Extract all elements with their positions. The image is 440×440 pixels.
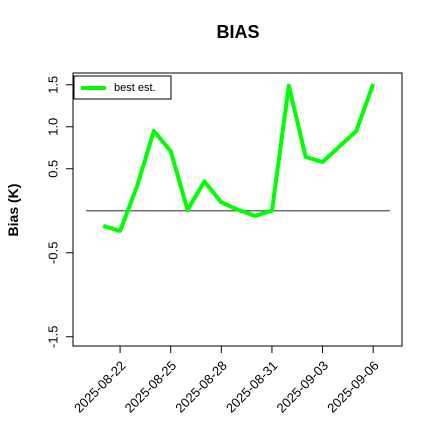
x-tick-label: 2025-08-25 [122,358,180,416]
data-line [102,83,376,233]
y-tick-label: 1.0 [45,118,60,136]
y-axis-label: Bias (K) [5,184,21,237]
y-tick-label: 1.5 [45,76,60,94]
x-tick-label: 2025-08-22 [71,358,129,416]
x-tick-label: 2025-09-06 [324,358,382,416]
y-tick-label: -0.5 [45,242,60,264]
x-tick-label: 2025-08-31 [223,358,281,416]
x-tick-label: 2025-09-03 [273,358,331,416]
chart-title: BIAS [216,22,259,42]
y-tick-label: 0.5 [45,160,60,178]
x-tick-label: 2025-08-28 [172,358,230,416]
plot-frame [72,72,403,347]
y-tick-label: -1.5 [45,326,60,348]
legend-label: best est. [114,82,156,94]
legend-box [73,75,172,100]
